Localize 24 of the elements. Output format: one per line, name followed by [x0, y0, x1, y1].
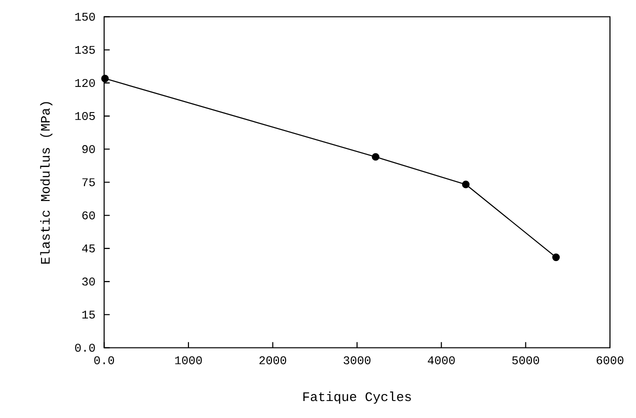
- y-tick-label: 45: [82, 244, 95, 252]
- point: [101, 74, 109, 82]
- y-tick-label: 105: [75, 112, 95, 120]
- x-tick-label: 1000: [175, 356, 202, 364]
- x-tick-label: 0.0: [94, 356, 114, 364]
- point: [372, 152, 380, 160]
- x-tick-label: 2000: [259, 356, 286, 364]
- point: [552, 253, 560, 261]
- x-tick-label: 5000: [512, 356, 540, 364]
- y-tick-label: 60: [82, 211, 95, 220]
- y-tick-label: 75: [82, 178, 95, 186]
- y-tick-label: 0.0: [75, 344, 95, 352]
- x-tick-label: 4000: [428, 356, 455, 364]
- x-tick-label: 3000: [344, 356, 370, 364]
- point: [462, 180, 470, 188]
- x-tick-label: 6000: [596, 356, 624, 364]
- y-tick-label: 90: [82, 144, 95, 153]
- y-tick-label: 150: [75, 12, 95, 21]
- y-tick-label: 30: [82, 277, 95, 286]
- y-tick-label: 120: [75, 78, 95, 87]
- y-tick-label: 15: [82, 310, 95, 318]
- x-axis-title: Fatique Cycles: [303, 391, 411, 404]
- y-axis-title: Elastic Modulus (MPa): [40, 102, 52, 264]
- y-tick-label: 135: [75, 46, 95, 54]
